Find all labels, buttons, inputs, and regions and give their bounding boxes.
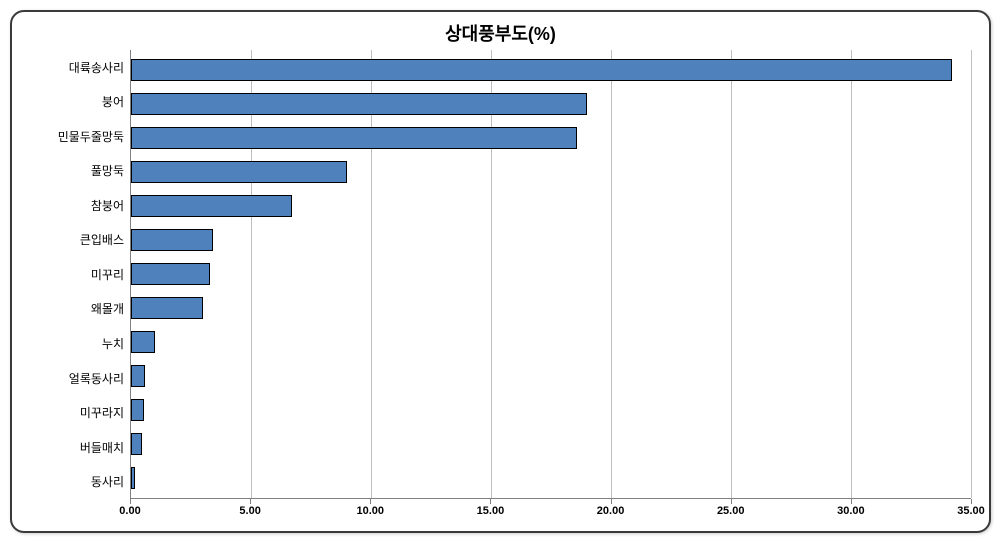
bar-row bbox=[131, 462, 971, 494]
bar-row bbox=[131, 156, 971, 188]
x-tick-mark bbox=[490, 499, 491, 504]
bar-row bbox=[131, 360, 971, 392]
bar bbox=[131, 297, 203, 320]
y-axis-labels: 대륙송사리붕어민물두줄망둑풀망둑참붕어큰입배스미꾸리왜몰개누치얼록동사리미꾸라지… bbox=[30, 50, 130, 499]
x-tick-label: 35.00 bbox=[957, 505, 985, 517]
bar-row bbox=[131, 190, 971, 222]
y-axis-label: 누치 bbox=[30, 335, 124, 352]
x-tick-mark bbox=[250, 499, 251, 504]
x-tick-label: 5.00 bbox=[239, 505, 260, 517]
y-axis-label: 왜몰개 bbox=[30, 300, 124, 317]
x-tick-mark bbox=[370, 499, 371, 504]
y-axis-label: 참붕어 bbox=[30, 197, 124, 214]
bar-row bbox=[131, 326, 971, 358]
bar bbox=[131, 433, 142, 456]
y-axis-label: 미꾸라지 bbox=[30, 404, 124, 421]
bar-row bbox=[131, 122, 971, 154]
bar bbox=[131, 59, 952, 82]
y-axis-label: 대륙송사리 bbox=[30, 59, 124, 76]
y-axis-label: 미꾸리 bbox=[30, 266, 124, 283]
x-tick-label: 20.00 bbox=[597, 505, 625, 517]
bar bbox=[131, 195, 292, 218]
x-tick-mark bbox=[130, 499, 131, 504]
x-tick-label: 15.00 bbox=[477, 505, 505, 517]
bar bbox=[131, 399, 144, 422]
bar-row bbox=[131, 428, 971, 460]
bar bbox=[131, 93, 587, 116]
y-axis-label: 붕어 bbox=[30, 93, 124, 110]
bar-row bbox=[131, 394, 971, 426]
bar-row bbox=[131, 54, 971, 86]
bar bbox=[131, 365, 145, 388]
y-axis-label: 민물두줄망둑 bbox=[30, 128, 124, 145]
x-tick-label: 25.00 bbox=[717, 505, 745, 517]
bar bbox=[131, 467, 135, 490]
x-tick-mark bbox=[731, 499, 732, 504]
x-tick-label: 30.00 bbox=[837, 505, 865, 517]
y-axis-label: 풀망둑 bbox=[30, 162, 124, 179]
bar bbox=[131, 229, 213, 252]
bar-row bbox=[131, 258, 971, 290]
bars-container bbox=[130, 50, 971, 499]
bar-row bbox=[131, 88, 971, 120]
y-axis-label: 얼록동사리 bbox=[30, 370, 124, 387]
y-axis-label: 동사리 bbox=[30, 473, 124, 490]
bar bbox=[131, 127, 577, 150]
chart-title: 상대풍부도(%) bbox=[30, 20, 971, 46]
x-tick-label: 0.00 bbox=[119, 505, 140, 517]
bar bbox=[131, 263, 210, 286]
x-tick-mark bbox=[611, 499, 612, 504]
y-axis-label: 큰입배스 bbox=[30, 231, 124, 248]
bar bbox=[131, 161, 347, 184]
chart-frame: 상대풍부도(%) 대륙송사리붕어민물두줄망둑풀망둑참붕어큰입배스미꾸리왜몰개누치… bbox=[10, 10, 991, 533]
bar-row bbox=[131, 224, 971, 256]
bar bbox=[131, 331, 155, 354]
bars bbox=[131, 50, 971, 498]
x-tick-mark bbox=[971, 499, 972, 504]
gridline bbox=[971, 50, 972, 498]
plot-area: 대륙송사리붕어민물두줄망둑풀망둑참붕어큰입배스미꾸리왜몰개누치얼록동사리미꾸라지… bbox=[30, 50, 971, 521]
x-tick-label: 10.00 bbox=[357, 505, 385, 517]
x-axis: 0.005.0010.0015.0020.0025.0030.0035.00 bbox=[130, 499, 971, 521]
x-tick-mark bbox=[851, 499, 852, 504]
bar-row bbox=[131, 292, 971, 324]
y-axis-label: 버들매치 bbox=[30, 439, 124, 456]
